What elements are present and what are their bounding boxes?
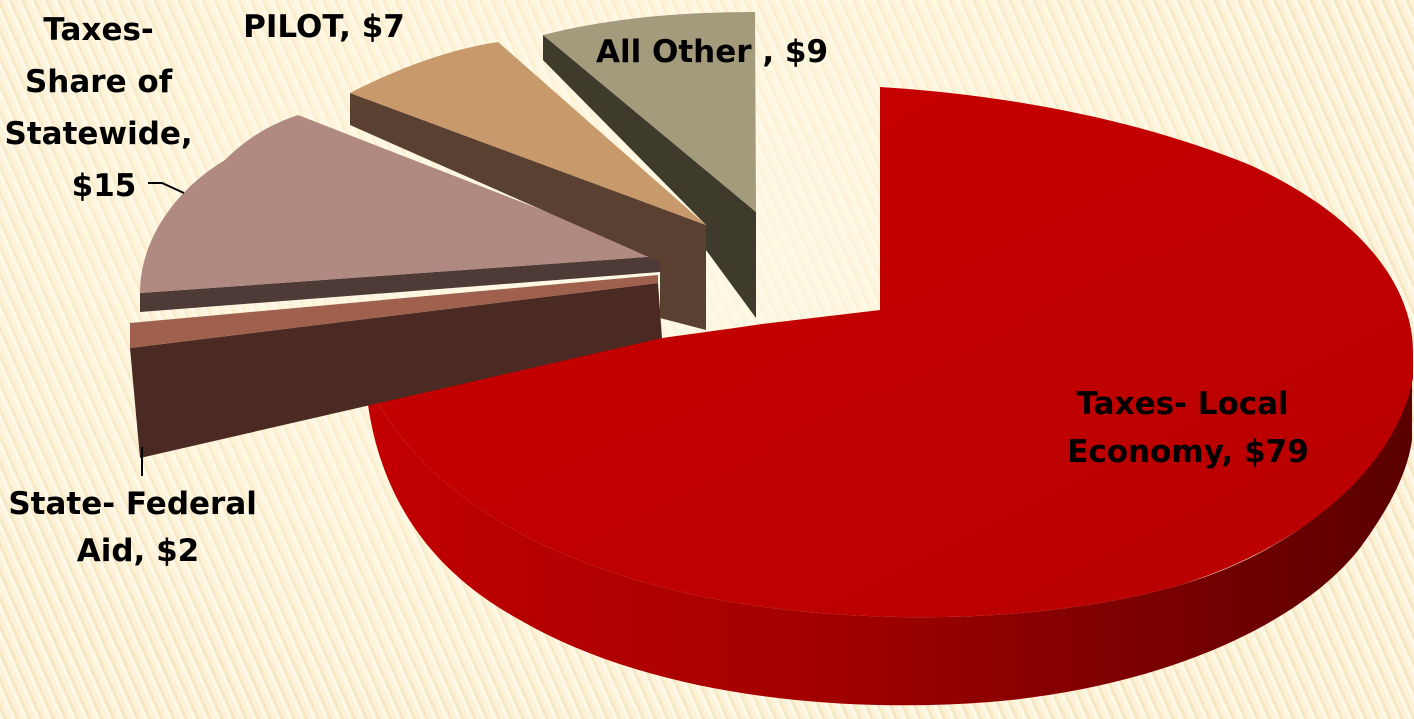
- slice-taxes-local-economy: [365, 87, 1413, 706]
- label-taxes-share-statewide: Taxes- Share of Statewide, $15: [5, 12, 204, 204]
- slice-side: [543, 35, 756, 318]
- label-line: Economy, $79: [1067, 434, 1309, 470]
- slice-top: [130, 275, 658, 348]
- label-line: Statewide,: [5, 116, 193, 152]
- slice-side: [140, 256, 660, 312]
- leader-line-statewide: [148, 182, 185, 194]
- label-line: Taxes-: [43, 12, 153, 48]
- slice-side: [365, 378, 1412, 706]
- label-pilot: PILOT, $7: [243, 9, 405, 45]
- label-state-federal-aid: State- Federal Aid, $2: [8, 486, 267, 569]
- label-line: State- Federal: [8, 486, 257, 522]
- slice-state-federal-aid: [130, 275, 662, 458]
- label-taxes-local-economy: Taxes- Local Economy, $79: [1067, 386, 1309, 470]
- slice-top: [350, 42, 706, 225]
- slice-top: [140, 115, 660, 293]
- label-line: Share of: [25, 64, 173, 100]
- label-line: Aid, $2: [77, 533, 200, 569]
- slice-all-other: [543, 12, 756, 318]
- label-line: Taxes- Local: [1077, 386, 1289, 422]
- slice-side: [350, 93, 706, 330]
- slice-side: [130, 283, 662, 458]
- label-all-other: All Other , $9: [596, 34, 828, 70]
- slice-taxes-share-statewide: [140, 115, 660, 312]
- slice-top: [543, 12, 756, 212]
- slice-pilot: [350, 42, 706, 330]
- slice-top: [365, 87, 1413, 618]
- label-line: $15: [72, 168, 137, 204]
